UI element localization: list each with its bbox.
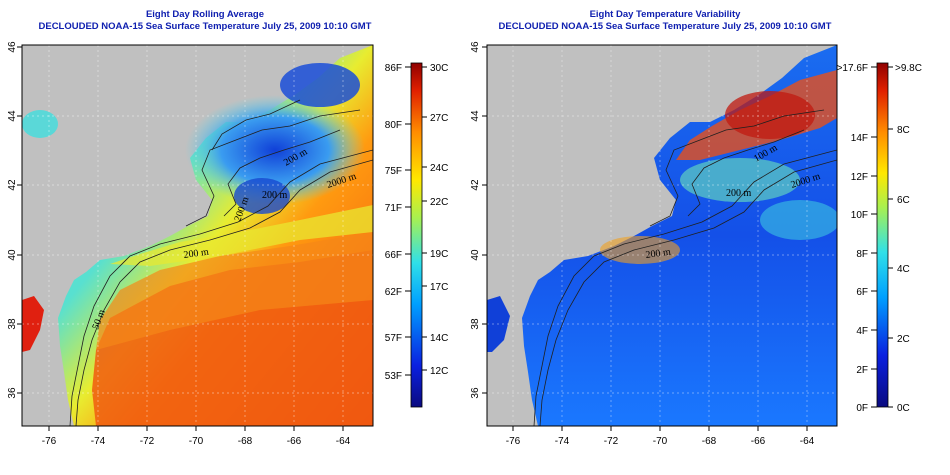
left-cb-f-62: 62F — [385, 287, 402, 298]
right-colorbar — [876, 62, 889, 408]
right-lat-tick-38: 38 — [470, 318, 481, 330]
left-graticule — [22, 45, 373, 426]
left-lon-tick-70: -70 — [189, 436, 204, 447]
left-cb-c-14: 14C — [430, 333, 448, 344]
right-contour-label-200m-b: 200 m — [726, 188, 752, 199]
left-offshore-cool — [22, 110, 58, 138]
right-colorbar-f-ticks — [871, 66, 877, 408]
right-cb-c-8: 8C — [897, 125, 910, 136]
right-lat-axis — [482, 46, 487, 394]
left-cb-c-24: 24C — [430, 163, 448, 174]
right-lon-tick-64: -64 — [800, 436, 815, 447]
right-cb-f-6: 6F — [856, 287, 868, 298]
left-cb-f-57: 57F — [385, 333, 402, 344]
left-contour-label-200m-b: 200 m — [262, 190, 288, 201]
right-lon-tick-66: -66 — [751, 436, 766, 447]
left-cb-f-53: 53F — [385, 371, 402, 382]
right-lon-tick-74: -74 — [555, 436, 570, 447]
left-yellow-band — [110, 205, 373, 266]
left-cb-c-22: 22C — [430, 197, 448, 208]
right-lat-tick-40: 40 — [470, 249, 481, 261]
left-lat-tick-38: 38 — [7, 318, 18, 330]
left-cb-c-12: 12C — [430, 366, 448, 377]
left-bay-of-fundy-cool — [280, 63, 360, 107]
right-lat-tick-44: 44 — [470, 110, 481, 122]
left-lat-tick-42: 42 — [7, 179, 18, 191]
left-map: 2000 m 200 m 200 m 50 m 200 m 200 m — [22, 45, 373, 426]
left-lat-tick-40: 40 — [7, 249, 18, 261]
left-lon-tick-76: -76 — [42, 436, 57, 447]
right-cb-c-0: 0C — [897, 403, 910, 414]
right-cb-c-max: >9.8C — [895, 63, 922, 74]
left-gulf-of-maine-cool — [185, 95, 365, 205]
left-cb-f-80: 80F — [385, 120, 402, 131]
right-graticule — [487, 45, 837, 426]
left-lat-tick-46: 46 — [7, 41, 18, 53]
right-cb-f-2: 2F — [856, 365, 868, 376]
right-georges-mid — [680, 158, 800, 202]
right-title-line2: DECLOUDED NOAA-15 Sea Surface Temperatur… — [498, 21, 832, 32]
left-lon-tick-66: -66 — [287, 436, 302, 447]
right-contour-label-200m-a: 200 m — [645, 247, 672, 261]
right-maine-coast-hot — [725, 91, 815, 139]
left-cb-c-17: 17C — [430, 282, 448, 293]
left-lon-tick-74: -74 — [91, 436, 106, 447]
left-lon-tick-64: -64 — [336, 436, 351, 447]
right-lat-tick-46: 46 — [470, 41, 481, 53]
right-shelf-cyan — [760, 200, 837, 240]
left-colorbar-c-ticks — [422, 66, 427, 371]
left-cb-c-19: 19C — [430, 249, 448, 260]
right-lon-tick-68: -68 — [702, 436, 717, 447]
left-cb-f-86: 86F — [385, 63, 402, 74]
left-colorbar — [410, 62, 423, 408]
right-lon-tick-76: -76 — [506, 436, 521, 447]
left-lon-tick-72: -72 — [140, 436, 155, 447]
right-map: 2000 m 200 m 200 m 100 m — [487, 45, 837, 426]
left-lon-tick-68: -68 — [238, 436, 253, 447]
left-title-line2: DECLOUDED NOAA-15 Sea Surface Temperatur… — [38, 21, 372, 32]
right-cb-f-max: >17.6F — [837, 63, 868, 74]
right-cb-f-12: 12F — [851, 172, 868, 183]
left-georges-basin-cool — [234, 178, 290, 214]
right-colorbar-c-ticks — [888, 66, 893, 408]
right-cb-f-10: 10F — [851, 210, 868, 221]
left-colorbar-f-ticks — [405, 66, 411, 376]
right-map-frame — [486, 44, 838, 427]
right-lon-tick-72: -72 — [604, 436, 619, 447]
left-lon-axis — [48, 426, 344, 431]
right-title-line1: Eight Day Temperature Variability — [589, 9, 741, 20]
left-lat-axis — [17, 46, 22, 394]
right-lat-tick-36: 36 — [470, 387, 481, 399]
left-cb-f-75: 75F — [385, 166, 402, 177]
left-lat-tick-36: 36 — [7, 387, 18, 399]
right-lon-axis — [512, 426, 808, 431]
right-cb-f-0: 0F — [856, 403, 868, 414]
left-lat-tick-44: 44 — [7, 110, 18, 122]
left-title-line1: Eight Day Rolling Average — [145, 9, 265, 20]
right-cb-c-6: 6C — [897, 195, 910, 206]
right-lat-tick-42: 42 — [470, 179, 481, 191]
right-cb-f-14: 14F — [851, 133, 868, 144]
left-cb-c-30: 30C — [430, 63, 448, 74]
left-bathymetry-contours — [69, 99, 373, 426]
right-cb-c-4: 4C — [897, 264, 910, 275]
right-lon-tick-70: -70 — [653, 436, 668, 447]
left-contour-label-200m-a: 200 m — [183, 247, 210, 261]
right-cb-c-2: 2C — [897, 334, 910, 345]
right-cb-f-8: 8F — [856, 249, 868, 260]
right-cb-f-4: 4F — [856, 326, 868, 337]
right-map-title: Eight Day Temperature Variability DECLOU… — [470, 9, 860, 33]
left-warm-band — [96, 232, 373, 350]
left-map-title: Eight Day Rolling Average DECLOUDED NOAA… — [10, 9, 400, 33]
right-bathymetry-contours — [533, 109, 837, 426]
left-cb-f-71: 71F — [385, 203, 402, 214]
left-cb-c-27: 27C — [430, 113, 448, 124]
left-cb-f-66: 66F — [385, 250, 402, 261]
left-map-frame — [21, 44, 374, 427]
